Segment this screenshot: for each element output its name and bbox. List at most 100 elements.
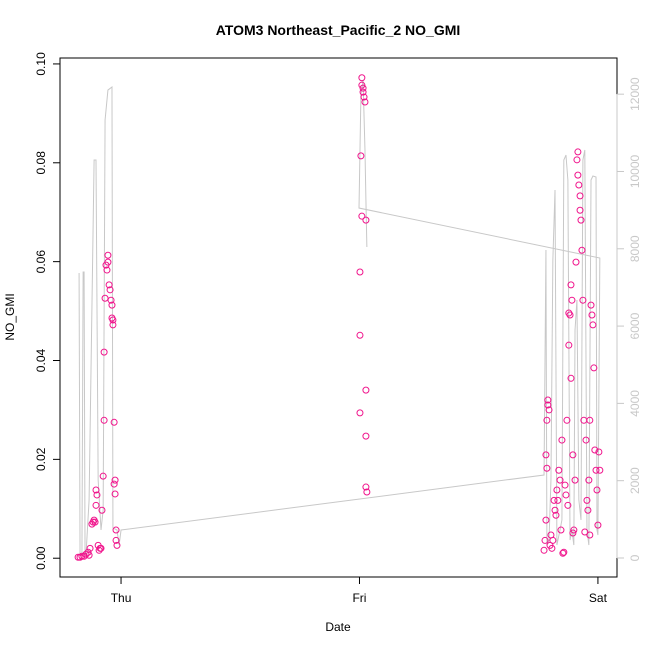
point <box>596 466 604 474</box>
point <box>563 416 571 424</box>
y-tick-label: 0.04 <box>34 349 48 373</box>
x-tick-label: Thu <box>111 591 132 605</box>
point <box>576 192 584 200</box>
point <box>542 451 550 459</box>
point <box>544 396 552 404</box>
point <box>594 521 602 529</box>
y2-tick-label: 4000 <box>628 390 642 417</box>
point <box>562 491 570 499</box>
point <box>583 496 591 504</box>
point <box>572 258 580 266</box>
y2-tick-label: 8000 <box>628 235 642 262</box>
point <box>359 88 367 96</box>
point <box>573 156 581 164</box>
point <box>97 544 105 552</box>
point <box>579 296 587 304</box>
point <box>584 506 592 514</box>
point <box>578 246 586 254</box>
point <box>92 501 100 509</box>
point <box>362 483 370 491</box>
point <box>589 321 597 329</box>
point <box>561 481 569 489</box>
point <box>575 181 583 189</box>
point <box>112 536 120 544</box>
point <box>357 152 365 160</box>
point <box>588 311 596 319</box>
point <box>551 506 559 514</box>
point <box>586 416 594 424</box>
point <box>363 488 371 496</box>
point <box>571 476 579 484</box>
point <box>111 476 119 484</box>
point <box>361 98 369 106</box>
y-axis-label: NO_GMI <box>3 293 17 340</box>
y2-tick-label: 6000 <box>628 312 642 339</box>
point <box>567 374 575 382</box>
point <box>93 491 101 499</box>
point <box>540 546 548 554</box>
point <box>582 436 590 444</box>
point <box>586 531 594 539</box>
point <box>568 296 576 304</box>
point <box>564 501 572 509</box>
x-tick-label: Fri <box>352 591 366 605</box>
point <box>577 216 585 224</box>
x-tick-label: Sat <box>589 591 608 605</box>
point <box>110 418 118 426</box>
point <box>576 206 584 214</box>
x-axis-label: Date <box>325 620 351 634</box>
point <box>587 301 595 309</box>
point <box>558 436 566 444</box>
point <box>567 281 575 289</box>
point <box>84 548 92 556</box>
point <box>359 84 367 92</box>
point <box>545 406 553 414</box>
point <box>574 171 582 179</box>
point <box>85 551 93 559</box>
point <box>100 348 108 356</box>
point <box>565 341 573 349</box>
point <box>590 364 598 372</box>
point <box>104 258 112 266</box>
point <box>581 528 589 536</box>
point <box>556 476 564 484</box>
point <box>358 74 366 82</box>
point <box>548 544 556 552</box>
point <box>101 294 109 302</box>
point <box>560 548 568 556</box>
point <box>108 301 116 309</box>
point <box>592 466 600 474</box>
point <box>543 416 551 424</box>
point <box>109 316 117 324</box>
point <box>559 549 567 557</box>
y2-tick-label: 12000 <box>628 77 642 111</box>
point <box>360 93 368 101</box>
point <box>585 476 593 484</box>
point <box>111 490 119 498</box>
y2-tick-label: 0 <box>628 554 642 561</box>
point <box>541 536 549 544</box>
point <box>569 451 577 459</box>
y-tick-label: 0.10 <box>34 52 48 76</box>
point <box>549 536 557 544</box>
point <box>595 448 603 456</box>
point <box>362 432 370 440</box>
point <box>358 212 366 220</box>
point <box>86 544 94 552</box>
point <box>100 416 108 424</box>
y-tick-label: 0.02 <box>34 447 48 471</box>
point <box>107 296 115 304</box>
point <box>566 311 574 319</box>
point <box>544 401 552 409</box>
point <box>356 409 364 417</box>
point <box>574 148 582 156</box>
point <box>113 541 121 549</box>
point <box>106 286 114 294</box>
point <box>570 526 578 534</box>
point <box>98 506 106 514</box>
point <box>543 464 551 472</box>
chart-title: ATOM3 Northeast_Pacific_2 NO_GMI <box>216 22 461 38</box>
point <box>557 526 565 534</box>
point <box>552 511 560 519</box>
